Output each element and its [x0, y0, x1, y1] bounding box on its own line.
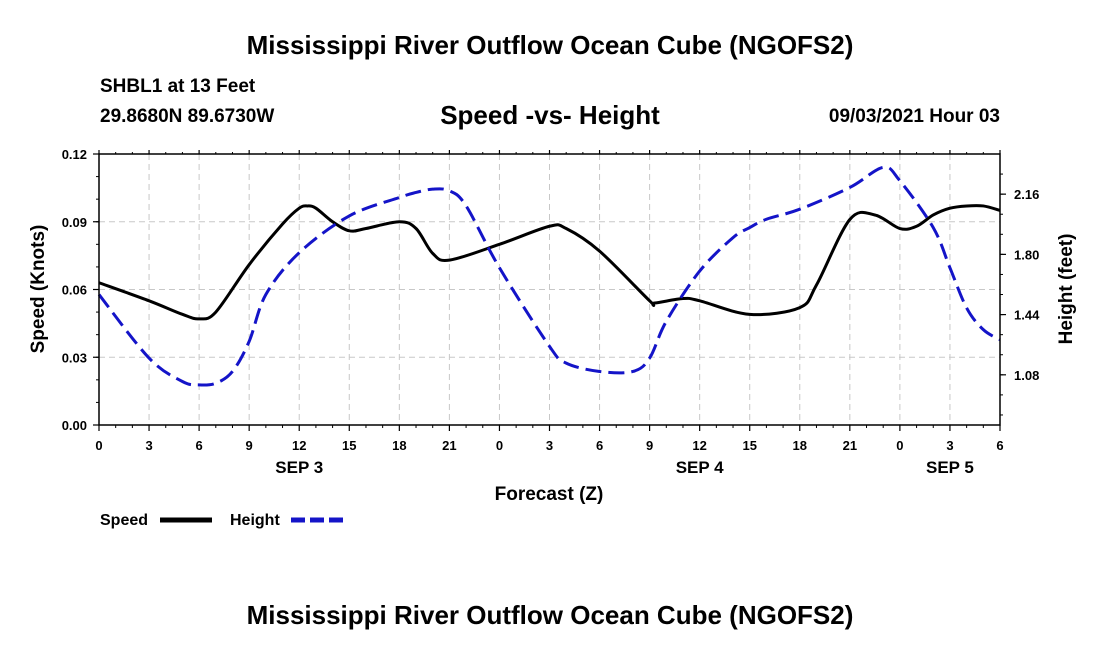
x-tick-label: 15	[742, 438, 756, 453]
x-tick-label: 18	[392, 438, 406, 453]
x-tick-label: 0	[896, 438, 903, 453]
chart-subtitle: Speed -vs- Height	[440, 100, 660, 130]
x-tick-label: 9	[246, 438, 253, 453]
x-tick-label: 21	[843, 438, 857, 453]
x-tick-label: 6	[195, 438, 202, 453]
legend-speed-label: Speed	[100, 512, 148, 529]
speed-series-line	[98, 204, 1001, 321]
x-tick-label: 12	[292, 438, 306, 453]
x-tick-label: 6	[596, 438, 603, 453]
x-tick-label: 15	[342, 438, 356, 453]
x-tick-label: 3	[145, 438, 152, 453]
y-tick-label-left: 0.09	[62, 215, 87, 230]
y-tick-label-left: 0.12	[62, 147, 87, 162]
y-tick-label-right: 2.16	[1014, 187, 1039, 202]
height-series-line	[97, 165, 1001, 387]
gridlines	[99, 154, 1000, 425]
x-tick-label: 3	[546, 438, 553, 453]
y-tick-label-right: 1.08	[1014, 368, 1039, 383]
series-lines	[97, 165, 1001, 387]
x-tick-label: 3	[946, 438, 953, 453]
x-tick-label: 18	[793, 438, 807, 453]
axis-ticks	[93, 150, 1006, 431]
x-axis-label: Forecast (Z)	[495, 484, 604, 505]
x-tick-label: 12	[692, 438, 706, 453]
x-tick-label: 0	[496, 438, 503, 453]
x-tick-label: 21	[442, 438, 456, 453]
forecast-datetime: 09/03/2021 Hour 03	[828, 106, 1000, 127]
x-day-label: SEP 3	[275, 458, 323, 477]
y-tick-label-left: 0.03	[62, 350, 87, 365]
y-axis-label-left: Speed (Knots)	[28, 225, 49, 354]
station-coordinates: 29.8680N 89.6730W	[100, 106, 275, 127]
y-tick-label-left: 0.00	[62, 418, 87, 433]
x-tick-label: 9	[646, 438, 653, 453]
legend: Speed Height	[100, 512, 343, 529]
x-day-label: SEP 5	[926, 458, 974, 477]
x-day-label: SEP 4	[676, 458, 724, 477]
axis-tick-labels: 0 3 6 9 12 15 18 21 0 3 6 9 12 15 18 21 0 3 6 SEP 3 SEP 4 SEP…	[62, 147, 1040, 477]
chart-title-top: Mississippi River Outflow Ocean Cube (NG…	[246, 30, 854, 60]
y-axis-label-right: Height (feet)	[1056, 234, 1077, 345]
y-tick-label-left: 0.06	[62, 283, 87, 298]
x-tick-label: 0	[95, 438, 102, 453]
station-label: SHBL1 at 13 Feet	[100, 76, 256, 97]
chart-title-bottom: Mississippi River Outflow Ocean Cube (NG…	[246, 600, 854, 630]
x-tick-label: 6	[996, 438, 1003, 453]
y-tick-label-right: 1.44	[1014, 308, 1040, 323]
y-tick-label-right: 1.80	[1014, 247, 1039, 262]
legend-height-label: Height	[230, 512, 280, 529]
